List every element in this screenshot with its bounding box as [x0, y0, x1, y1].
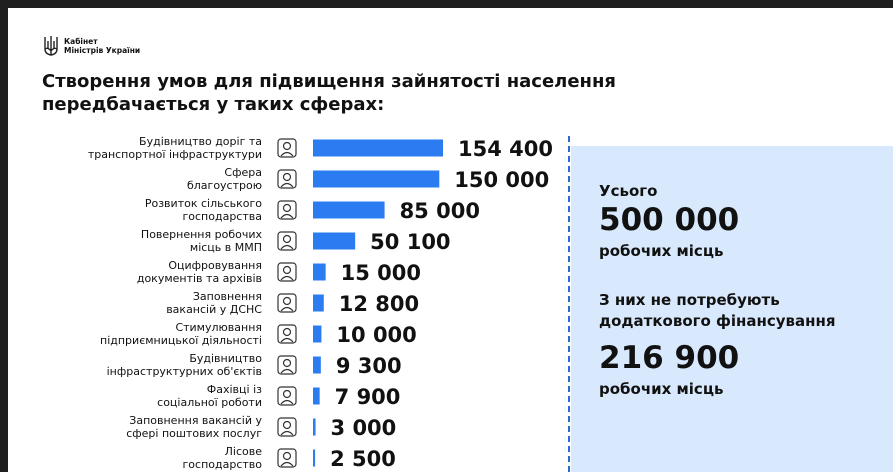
total-value: 500 000: [599, 202, 740, 238]
value-label: 50 100: [370, 230, 450, 254]
category-label: Лісове: [225, 445, 263, 458]
forest-icon: [277, 448, 297, 468]
value-label: 154 400: [458, 137, 553, 161]
building-icon: [277, 355, 297, 375]
value-label: 150 000: [454, 168, 549, 192]
category-label: господарство: [183, 458, 263, 471]
bar: [313, 170, 440, 188]
category-label: Сфера: [224, 166, 262, 179]
farm-produce-icon: [277, 200, 297, 220]
category-label: Оцифровування: [168, 259, 262, 272]
no-funding-label: З них не потребують додаткового фінансув…: [599, 291, 836, 330]
category-label: господарства: [183, 210, 263, 223]
category-label: Фахівці із: [207, 383, 262, 396]
bar-chart: 154 400 Будівництво доріг татранспортної …: [88, 135, 553, 471]
bar: [313, 325, 322, 343]
category-label: інфраструктурних об'єктів: [107, 365, 262, 378]
no-funding-value: 216 900: [599, 340, 740, 376]
safety-vest-icon: [277, 169, 297, 189]
bar: [313, 294, 324, 312]
document-scan-icon: [277, 262, 297, 282]
shop-icon: [277, 324, 297, 344]
value-label: 7 900: [335, 385, 401, 409]
helping-hands-icon: [277, 386, 297, 406]
page-title: Створення умов для підвищення зайнятості…: [42, 71, 616, 115]
value-label: 10 000: [336, 323, 416, 347]
total-unit: робочих місць: [599, 242, 724, 260]
value-label: 3 000: [331, 416, 397, 440]
category-label: Будівництво доріг та: [139, 135, 262, 148]
category-label: місць в ММП: [190, 241, 262, 254]
bar: [313, 387, 320, 405]
bar: [313, 263, 326, 281]
no-funding-unit: робочих місць: [599, 380, 724, 398]
category-label: Будівництво: [189, 352, 262, 365]
dashed-divider: [568, 136, 570, 472]
category-label: Повернення робочих: [141, 228, 263, 241]
category-label: транспортної інфраструктури: [88, 148, 262, 161]
value-label: 15 000: [341, 261, 421, 285]
summary-panel: Усього 500 000 робочих місць З них не по…: [571, 146, 893, 472]
bar: [313, 232, 356, 250]
bar: [313, 201, 385, 219]
government-logo: Кабінет Міністрів України: [43, 35, 174, 57]
category-label: Розвиток сільського: [145, 197, 262, 210]
category-label: благоустрою: [187, 179, 262, 192]
value-label: 2 500: [330, 447, 396, 471]
category-label: вакансій у ДСНС: [166, 303, 262, 316]
infographic-card: Кабінет Міністрів України Створення умов…: [8, 8, 893, 472]
value-label: 9 300: [336, 354, 402, 378]
org-name: Кабінет Міністрів України: [64, 37, 141, 55]
category-label: підприємницької діяльності: [100, 334, 262, 347]
bar: [313, 449, 316, 467]
category-label: сфері поштових послуг: [126, 427, 262, 440]
rescuer-icon: [277, 293, 297, 313]
mail-icon: [277, 417, 297, 437]
category-label: документів та архівів: [137, 272, 262, 285]
category-label: Заповнення: [193, 290, 262, 303]
road-construction-icon: [277, 138, 297, 158]
value-label: 12 800: [339, 292, 419, 316]
bar: [313, 418, 316, 436]
category-label: соціальної роботи: [157, 396, 262, 409]
trident-icon: [44, 36, 58, 56]
total-label: Усього: [599, 182, 658, 200]
category-label: Заповнення вакансій у: [129, 414, 262, 427]
worker-return-icon: [277, 231, 297, 251]
value-label: 85 000: [400, 199, 480, 223]
category-label: Стимулювання: [175, 321, 262, 334]
bar: [313, 139, 443, 157]
bar: [313, 356, 321, 374]
